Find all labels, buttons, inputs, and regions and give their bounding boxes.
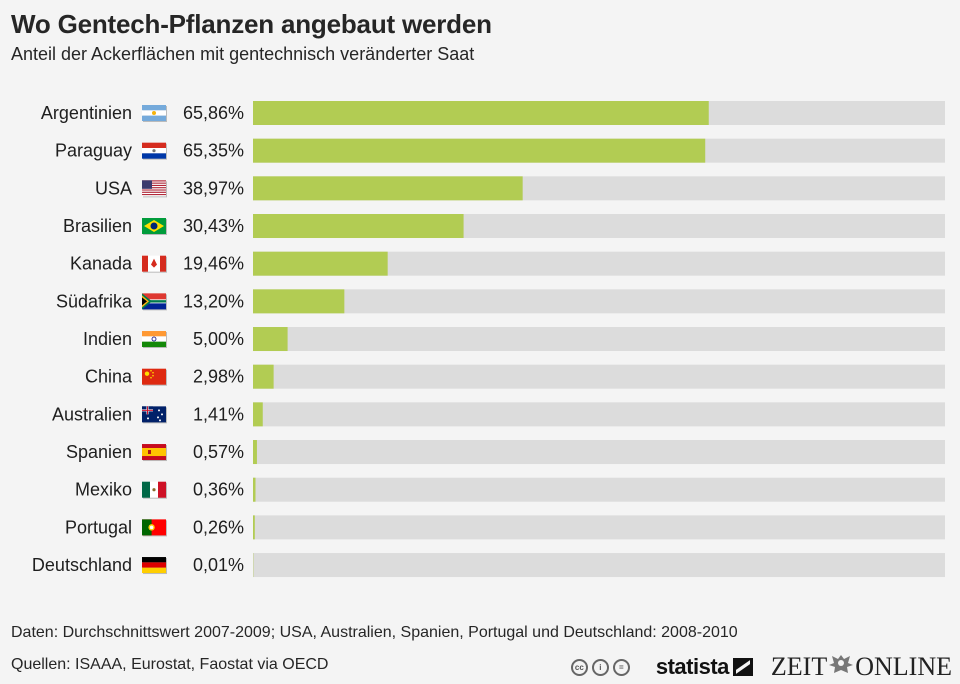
bar-row: Portugal 0,26% — [65, 515, 945, 540]
bar-row: Kanada 19,46% — [70, 251, 945, 276]
bar — [253, 515, 255, 540]
chart-subtitle: Anteil der Ackerflächen mit gentechnisch… — [11, 44, 475, 64]
value-label: 65,35% — [183, 141, 244, 161]
zeit-text: ZEIT — [770, 652, 828, 681]
bar-row: Australien 1,41% — [52, 402, 945, 427]
bar-track — [253, 553, 945, 578]
category-label: Südafrika — [56, 291, 133, 311]
flag-argentina-icon — [142, 105, 167, 122]
bar-track — [253, 289, 945, 314]
category-label: Portugal — [65, 517, 132, 537]
bar — [253, 214, 464, 239]
category-label: Kanada — [70, 254, 133, 274]
value-label: 19,46% — [183, 254, 244, 274]
bar-track — [253, 327, 945, 352]
statista-mark-icon — [732, 658, 753, 676]
bar-row: Südafrika 13,20% — [56, 289, 945, 314]
category-label: Argentinien — [41, 103, 132, 123]
flag-south-africa-icon — [142, 293, 167, 311]
bar-row: Spanien 0,57% — [66, 440, 945, 465]
data-note: Daten: Durchschnittswert 2007-2009; USA,… — [11, 624, 738, 641]
value-label: 65,86% — [183, 103, 244, 123]
flag-mexico-icon — [142, 481, 167, 499]
bar-track — [253, 477, 945, 502]
bar-row: Paraguay 65,35% — [55, 138, 945, 163]
flag-germany-icon — [142, 557, 167, 575]
value-label: 5,00% — [193, 329, 244, 349]
flag-canada-icon — [142, 255, 167, 273]
bar-row: USA 38,97% — [95, 176, 945, 201]
eagle-icon — [829, 655, 854, 673]
value-label: 2,98% — [193, 367, 244, 387]
bar — [253, 402, 263, 427]
value-label: 0,57% — [193, 442, 244, 462]
flag-india-icon — [142, 331, 167, 349]
bar — [253, 327, 288, 352]
value-label: 13,20% — [183, 291, 244, 311]
bar-row: Deutschland 0,01% — [32, 553, 945, 578]
license-icons[interactable]: cc i = — [570, 658, 630, 676]
bar — [253, 138, 706, 163]
category-label: USA — [95, 178, 132, 198]
bar — [253, 176, 523, 201]
footer-logos: cc i = statista ZEIT ONLINE — [570, 652, 952, 682]
bar — [253, 477, 256, 502]
flag-usa-icon — [142, 180, 167, 198]
flag-spain-icon — [142, 444, 167, 462]
category-label: Deutschland — [32, 555, 132, 575]
by-icon: i — [591, 658, 609, 676]
value-label: 30,43% — [183, 216, 244, 236]
flag-portugal-icon — [142, 519, 167, 537]
bar — [253, 364, 274, 389]
flag-brazil-icon — [142, 218, 167, 236]
category-label: Australien — [52, 404, 132, 424]
statista-logo[interactable]: statista — [655, 654, 730, 679]
category-label: Brasilien — [63, 216, 132, 236]
bar — [253, 289, 345, 314]
value-label: 0,01% — [193, 555, 244, 575]
category-label: Indien — [83, 329, 132, 349]
bar — [253, 101, 709, 125]
nd-icon: = — [612, 658, 630, 676]
bar-row: Indien 5,00% — [83, 327, 945, 352]
bar-row: Brasilien 30,43% — [63, 214, 945, 239]
bar-track — [253, 440, 945, 465]
value-label: 0,36% — [193, 480, 244, 500]
value-label: 0,26% — [193, 517, 244, 537]
value-label: 1,41% — [193, 404, 244, 424]
cc-icon: cc — [570, 658, 588, 676]
bar — [253, 251, 388, 276]
bar-row: Mexiko 0,36% — [75, 477, 945, 502]
bar-row: China 2,98% — [85, 364, 945, 389]
flag-australia-icon — [142, 406, 167, 424]
flag-china-icon — [142, 368, 167, 386]
category-label: Paraguay — [55, 141, 132, 161]
value-label: 38,97% — [183, 178, 244, 198]
bar-track — [253, 515, 945, 540]
flag-paraguay-icon — [142, 142, 167, 160]
category-label: China — [85, 367, 133, 387]
category-label: Spanien — [66, 442, 132, 462]
online-text: ONLINE — [855, 652, 952, 681]
bar-track — [253, 364, 945, 389]
source-note: Quellen: ISAAA, Eurostat, Faostat via OE… — [11, 656, 329, 673]
bar-track — [253, 402, 945, 427]
bar — [253, 440, 257, 465]
bar-row: Argentinien 65,86% — [41, 101, 945, 125]
chart-title: Wo Gentech-Pflanzen angebaut werden — [11, 9, 492, 39]
bar-chart: Argentinien 65,86% Paraguay 65,35% USA 38,97%… — [32, 101, 945, 578]
category-label: Mexiko — [75, 480, 132, 500]
zeit-online-logo[interactable]: ZEIT ONLINE — [771, 652, 952, 682]
